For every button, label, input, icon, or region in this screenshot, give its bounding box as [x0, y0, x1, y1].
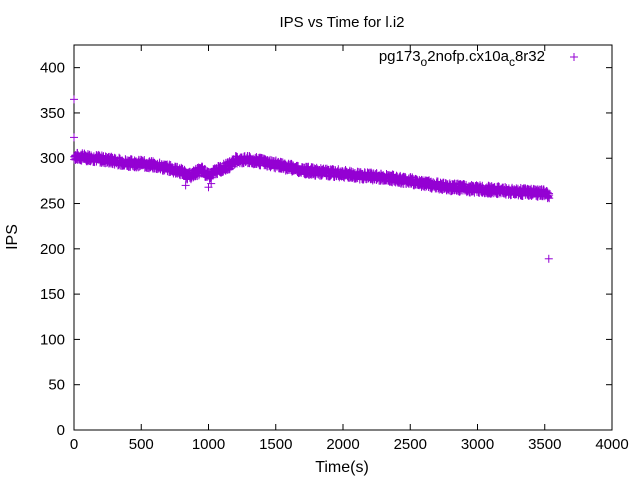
data-point — [545, 194, 554, 203]
legend-label-part-2: o — [421, 55, 428, 69]
x-tick-label: 3500 — [528, 436, 561, 453]
plot-frame — [73, 44, 613, 431]
y-tick-label: 250 — [40, 196, 65, 213]
x-tick-label: 3000 — [461, 436, 494, 453]
legend-label-part-1: pg173 — [379, 48, 421, 65]
y-tick-label: 150 — [40, 286, 65, 303]
legend-label-part-5: 8r32 — [515, 48, 545, 65]
data-point-outlier — [70, 133, 78, 142]
data-point — [207, 179, 216, 188]
y-tick-label: 300 — [40, 150, 65, 167]
legend-label-part-3: 2nofp.cx10a — [427, 48, 509, 65]
y-tick-label: 350 — [40, 105, 65, 122]
y-tick-label: 200 — [40, 241, 65, 258]
legend-label-part-4: c — [509, 55, 515, 69]
data-point — [181, 181, 190, 190]
legend-marker-plus — [570, 53, 578, 61]
y-tick-label: 50 — [48, 377, 65, 394]
chart-title: IPS vs Time for l.i2 — [279, 14, 404, 31]
legend: pg173o2nofp.cx10ac8r32 — [379, 48, 578, 69]
x-tick-label: 4000 — [595, 436, 628, 453]
data-points — [70, 95, 554, 263]
y-tick-label: 0 — [57, 422, 65, 439]
y-axis: 0 50 100 150 200 250 300 350 400 — [40, 60, 612, 439]
x-tick-label: 0 — [70, 436, 78, 453]
y-axis-label: IPS — [4, 224, 21, 250]
x-tick-label: 500 — [129, 436, 154, 453]
data-point-outlier — [70, 95, 78, 104]
y-tick-label: 100 — [40, 331, 65, 348]
x-axis: 0 500 1000 1500 2000 2500 3000 3500 4000 — [70, 45, 629, 453]
data-point-outlier — [544, 254, 553, 263]
x-tick-label: 1500 — [259, 436, 292, 453]
legend-series-label: pg173o2nofp.cx10ac8r32 — [379, 48, 545, 69]
y-tick-label: 400 — [40, 60, 65, 77]
x-axis-label: Time(s) — [315, 459, 369, 476]
x-tick-label: 2500 — [394, 436, 427, 453]
x-tick-label: 1000 — [192, 436, 225, 453]
legend-marker — [570, 53, 578, 61]
x-tick-label: 2000 — [326, 436, 359, 453]
